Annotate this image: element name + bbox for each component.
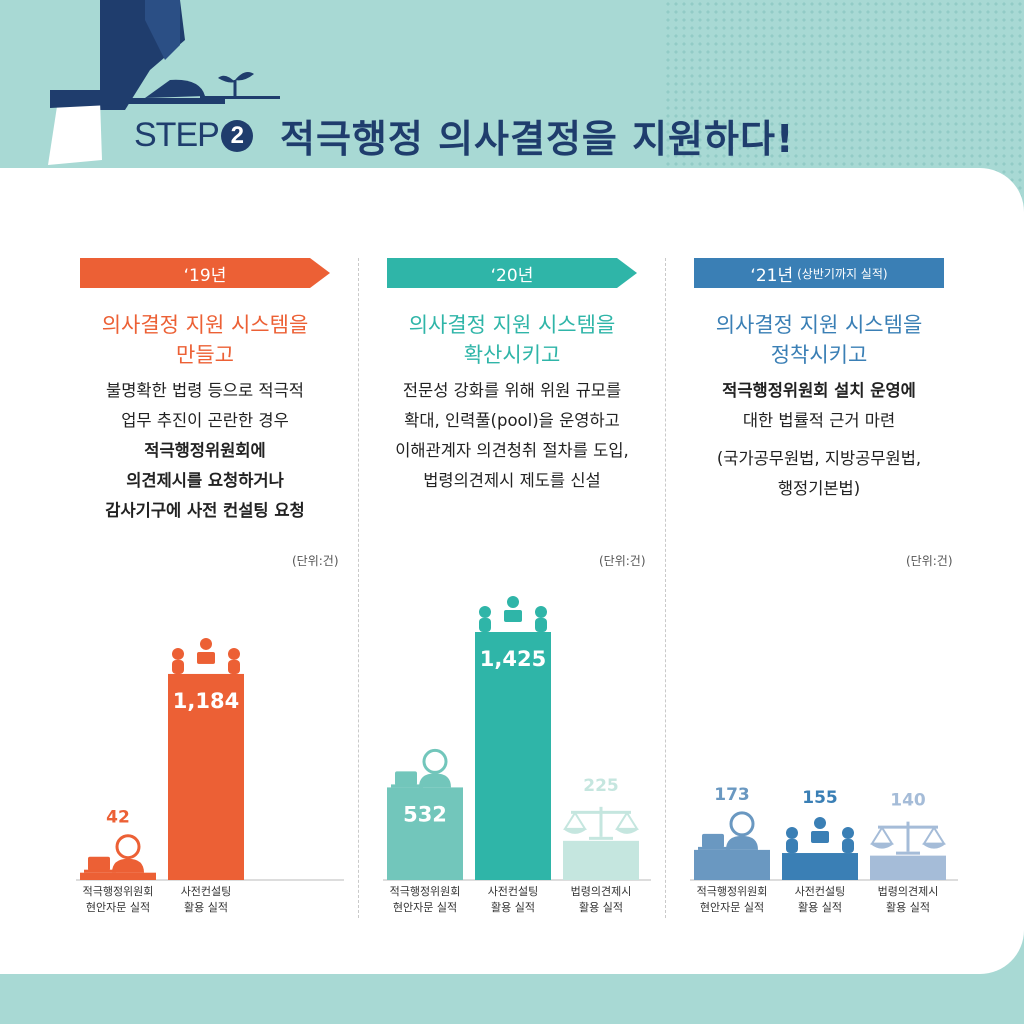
year-banner: ‘20년 — [387, 258, 637, 288]
subtitle-line: 의사결정 지원 시스템을 — [101, 313, 309, 337]
description-line: 적극행정위원회에 — [144, 441, 266, 460]
description-line: 의견제시를 요청하거나 — [126, 471, 284, 490]
description-line: 이해관계자 의견청취 절차를 도입, — [395, 441, 629, 460]
year-note: (상반기까지 실적) — [797, 266, 888, 281]
subtitle-line: 의사결정 지원 시스템을 — [715, 313, 923, 337]
step-number-badge: 2 — [220, 119, 253, 152]
year-banner: ‘21년 (상반기까지 실적) — [694, 258, 944, 288]
consultant-laptop-icon — [698, 811, 758, 850]
bar-value-label: 1,425 — [480, 647, 546, 671]
page-title: 적극행정 의사결정을 지원하다! — [280, 117, 795, 161]
walking-person-illustration — [48, 0, 280, 165]
description-line: 감사기구에 사전 컨설팅 요청 — [105, 501, 305, 520]
consultant-laptop-icon — [84, 834, 144, 873]
unit-label: (단위:건) — [599, 554, 646, 568]
step-text: STEP — [134, 116, 220, 154]
subtitle-line: 만들고 — [176, 343, 234, 367]
bar-value-label: 1,184 — [173, 689, 239, 713]
category-label-line: 활용 실적 — [491, 901, 535, 914]
category-label-line: 현안자문 실적 — [699, 901, 765, 914]
subtitle-line: 정착시키고 — [770, 343, 868, 367]
category-label-line: 활용 실적 — [579, 901, 623, 914]
category-label-line: 사전컨설팅 — [487, 885, 539, 898]
category-label-line: 사전컨설팅 — [794, 885, 846, 898]
category-label-line: 법령의견제시 — [570, 885, 632, 898]
bar — [168, 673, 244, 880]
bar-value-label: 140 — [890, 791, 926, 811]
bar — [387, 787, 463, 880]
description-line: (국가공무원법, 지방공무원법, — [716, 449, 922, 468]
description-line: 대한 법률적 근거 마련 — [742, 411, 896, 430]
description-line: 전문성 강화를 위해 위원 규모를 — [402, 381, 622, 400]
column-divider — [665, 258, 666, 918]
bar — [475, 632, 551, 880]
bar-value-label: 532 — [403, 802, 447, 826]
description-line: 행정기본법) — [777, 479, 861, 498]
meeting-table-icon — [172, 637, 240, 674]
category-label-line: 법령의견제시 — [877, 885, 939, 898]
meeting-table-icon — [479, 596, 547, 632]
category-label-line: 현안자문 실적 — [392, 901, 458, 914]
category-label-line: 적극행정위원회 — [696, 885, 768, 898]
step-label: STEP 2 — [134, 116, 253, 155]
unit-label: (단위:건) — [906, 554, 953, 568]
category-label-line: 현안자문 실적 — [85, 901, 151, 914]
bar-value-label: 42 — [106, 808, 130, 828]
description-line: 적극행정위원회 설치 운영에 — [722, 381, 916, 400]
balance-scale-icon — [563, 806, 639, 840]
year-banner: ‘19년 — [80, 258, 330, 288]
bar — [782, 853, 858, 880]
meeting-table-icon — [786, 817, 854, 854]
column-divider — [358, 258, 359, 918]
bar — [694, 849, 770, 880]
category-label-line: 사전컨설팅 — [180, 885, 232, 898]
category-label-line: 활용 실적 — [184, 901, 228, 914]
category-label-line: 적극행정위원회 — [82, 885, 154, 898]
category-label-line: 활용 실적 — [798, 901, 842, 914]
bar — [80, 872, 156, 880]
dot-pattern-decoration — [664, 0, 1024, 200]
year-label: ‘19년 — [183, 265, 227, 286]
description-line: 불명확한 법령 등으로 적극적 — [106, 381, 304, 400]
category-label-line: 활용 실적 — [886, 901, 930, 914]
description-line: 법령의견제시 제도를 신설 — [423, 471, 601, 490]
subtitle-line: 의사결정 지원 시스템을 — [408, 313, 616, 337]
balance-scale-icon — [870, 821, 946, 855]
bar-value-label: 173 — [714, 785, 750, 805]
unit-label: (단위:건) — [292, 554, 339, 568]
year-label: ‘21년 — [750, 265, 794, 286]
description-line: 확대, 인력풀(pool)을 운영하고 — [404, 411, 620, 430]
bar-value-label: 155 — [802, 788, 838, 808]
category-label-line: 적극행정위원회 — [389, 885, 461, 898]
description-line: 업무 추진이 곤란한 경우 — [121, 411, 289, 430]
bar — [563, 840, 639, 880]
consultant-laptop-icon — [391, 748, 451, 788]
subtitle-line: 확산시키고 — [463, 343, 561, 367]
bar-value-label: 225 — [583, 776, 619, 796]
year-label: ‘20년 — [490, 265, 534, 286]
bar — [870, 855, 946, 880]
